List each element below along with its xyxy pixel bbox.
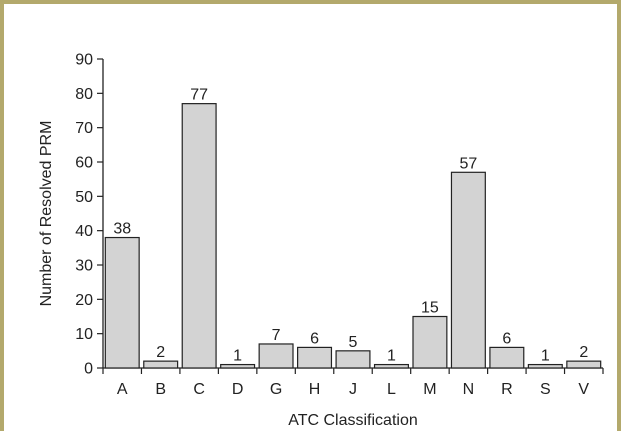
y-tick-label: 30 bbox=[75, 258, 93, 275]
y-axis-title: Number of Resolved PRM bbox=[38, 121, 55, 307]
bar-V bbox=[566, 360, 602, 369]
y-tick-label: 50 bbox=[75, 189, 93, 206]
bar-D bbox=[220, 363, 256, 369]
data-label-B: 2 bbox=[156, 344, 165, 361]
y-tick-label: 70 bbox=[75, 120, 93, 137]
data-label-H: 6 bbox=[310, 330, 319, 347]
data-labels: 38 2 77 1 7 6 5 1 15 57 6 1 2 bbox=[113, 87, 588, 365]
y-tick-label: 20 bbox=[75, 292, 93, 309]
x-tick-label-V: V bbox=[578, 381, 589, 398]
bar-L bbox=[373, 363, 409, 369]
x-tick-label-H: H bbox=[309, 381, 321, 398]
data-label-N: 57 bbox=[459, 155, 477, 172]
data-label-J: 5 bbox=[349, 334, 358, 351]
data-label-C: 77 bbox=[190, 87, 208, 104]
y-tick-label: 0 bbox=[84, 361, 93, 378]
x-tick-label-L: L bbox=[387, 381, 396, 398]
x-tick-label-D: D bbox=[232, 381, 244, 398]
y-tick-label: 90 bbox=[75, 52, 93, 69]
data-label-D: 1 bbox=[233, 348, 242, 365]
bars bbox=[104, 103, 602, 369]
y-tick-label: 60 bbox=[75, 155, 93, 172]
y-tick-label: 40 bbox=[75, 223, 93, 240]
x-axis-title: ATC Classification bbox=[288, 412, 418, 429]
x-tick-label-G: G bbox=[270, 381, 282, 398]
data-label-M: 15 bbox=[421, 300, 439, 317]
y-tick-label: 10 bbox=[75, 326, 93, 343]
y-ticks: 0 10 20 30 40 50 60 70 80 90 bbox=[75, 52, 103, 378]
bar-S bbox=[527, 363, 563, 369]
y-tick-label: 80 bbox=[75, 86, 93, 103]
data-label-G: 7 bbox=[272, 327, 281, 344]
data-label-V: 2 bbox=[579, 344, 588, 361]
data-label-L: 1 bbox=[387, 348, 396, 365]
bar-J bbox=[335, 350, 371, 369]
x-tick-label-R: R bbox=[501, 381, 513, 398]
x-tick-label-B: B bbox=[155, 381, 166, 398]
x-tick-label-C: C bbox=[193, 381, 205, 398]
bar-R bbox=[489, 346, 525, 369]
bar-H bbox=[297, 346, 333, 369]
data-label-A: 38 bbox=[113, 221, 131, 238]
x-tick-label-S: S bbox=[540, 381, 551, 398]
bar-A bbox=[104, 236, 140, 369]
x-tick-label-M: M bbox=[423, 381, 436, 398]
bar-N bbox=[450, 171, 486, 369]
bar-G bbox=[258, 343, 294, 369]
bar-C bbox=[181, 103, 217, 369]
axes bbox=[102, 59, 603, 369]
data-label-R: 6 bbox=[502, 330, 511, 347]
bar-B bbox=[143, 360, 179, 369]
x-tick-label-A: A bbox=[117, 381, 128, 398]
x-tick-label-J: J bbox=[349, 381, 357, 398]
data-label-S: 1 bbox=[541, 348, 550, 365]
bar-M bbox=[412, 315, 448, 369]
x-tick-label-N: N bbox=[463, 381, 475, 398]
